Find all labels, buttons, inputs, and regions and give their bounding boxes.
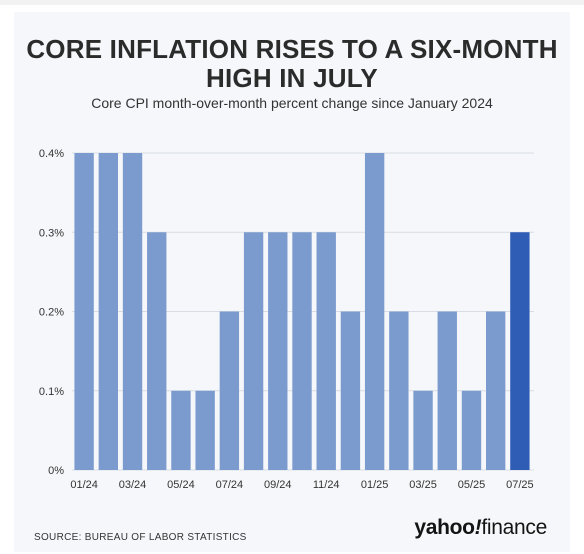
yahoo-finance-logo: yahoo!finance [414, 516, 547, 540]
y-tick-label: 0.2% [39, 307, 64, 319]
x-tick-label: 09/24 [264, 479, 292, 491]
bar-04-24 [147, 232, 167, 470]
x-tick-label: 01/25 [361, 479, 389, 491]
bar-02-25 [389, 311, 409, 470]
x-tick-label: 07/25 [506, 479, 534, 491]
chart-subtitle: Core CPI month-over-month percent change… [91, 95, 493, 111]
x-tick-label: 05/25 [458, 479, 486, 491]
bar-03-25 [413, 390, 433, 470]
bar-07-25 [510, 232, 530, 470]
y-tick-label: 0.1% [39, 386, 64, 398]
bar-04-25 [437, 311, 457, 470]
bar-chart: 0% 0.1% 0.2% 0.3% 0.4% 01/24 03/24 05/24 07/24 09… [39, 148, 534, 491]
bar-10-24 [292, 232, 312, 470]
top-border [0, 0, 584, 5]
bar-12-24 [340, 311, 361, 470]
x-tick-label: 03/25 [409, 479, 437, 491]
y-tick-label: 0.3% [39, 227, 64, 239]
source-note: SOURCE: BUREAU OF LABOR STATISTICS [34, 532, 247, 543]
bar-07-24 [219, 311, 240, 470]
x-tick-label: 01/24 [70, 479, 98, 491]
logo-yahoo-text: yahoo [414, 516, 475, 539]
bar-11-24 [316, 232, 336, 470]
x-tick-label: 07/24 [216, 479, 244, 491]
y-tick-label: 0.4% [39, 148, 64, 160]
bar-09-24 [268, 232, 288, 470]
bar-03-24 [122, 153, 143, 470]
bar-05-25 [461, 390, 482, 470]
x-tick-label: 03/24 [119, 479, 147, 491]
chart-title: CORE INFLATION RISES TO A SIX-MONTH HIGH… [26, 34, 558, 93]
logo-finance-text: finance [481, 516, 547, 539]
logo-exclamation: ! [474, 516, 482, 539]
bar-02-24 [98, 153, 118, 470]
x-tick-label: 05/24 [167, 479, 195, 491]
x-tick-label: 11/24 [313, 479, 340, 491]
y-tick-label: 0% [48, 465, 64, 477]
bar-06-24 [195, 390, 215, 470]
bar-01-24 [74, 153, 94, 470]
bar-05-24 [171, 390, 191, 470]
bar-08-24 [243, 232, 264, 470]
bar-01-25 [364, 153, 385, 470]
bar-06-25 [486, 311, 506, 470]
